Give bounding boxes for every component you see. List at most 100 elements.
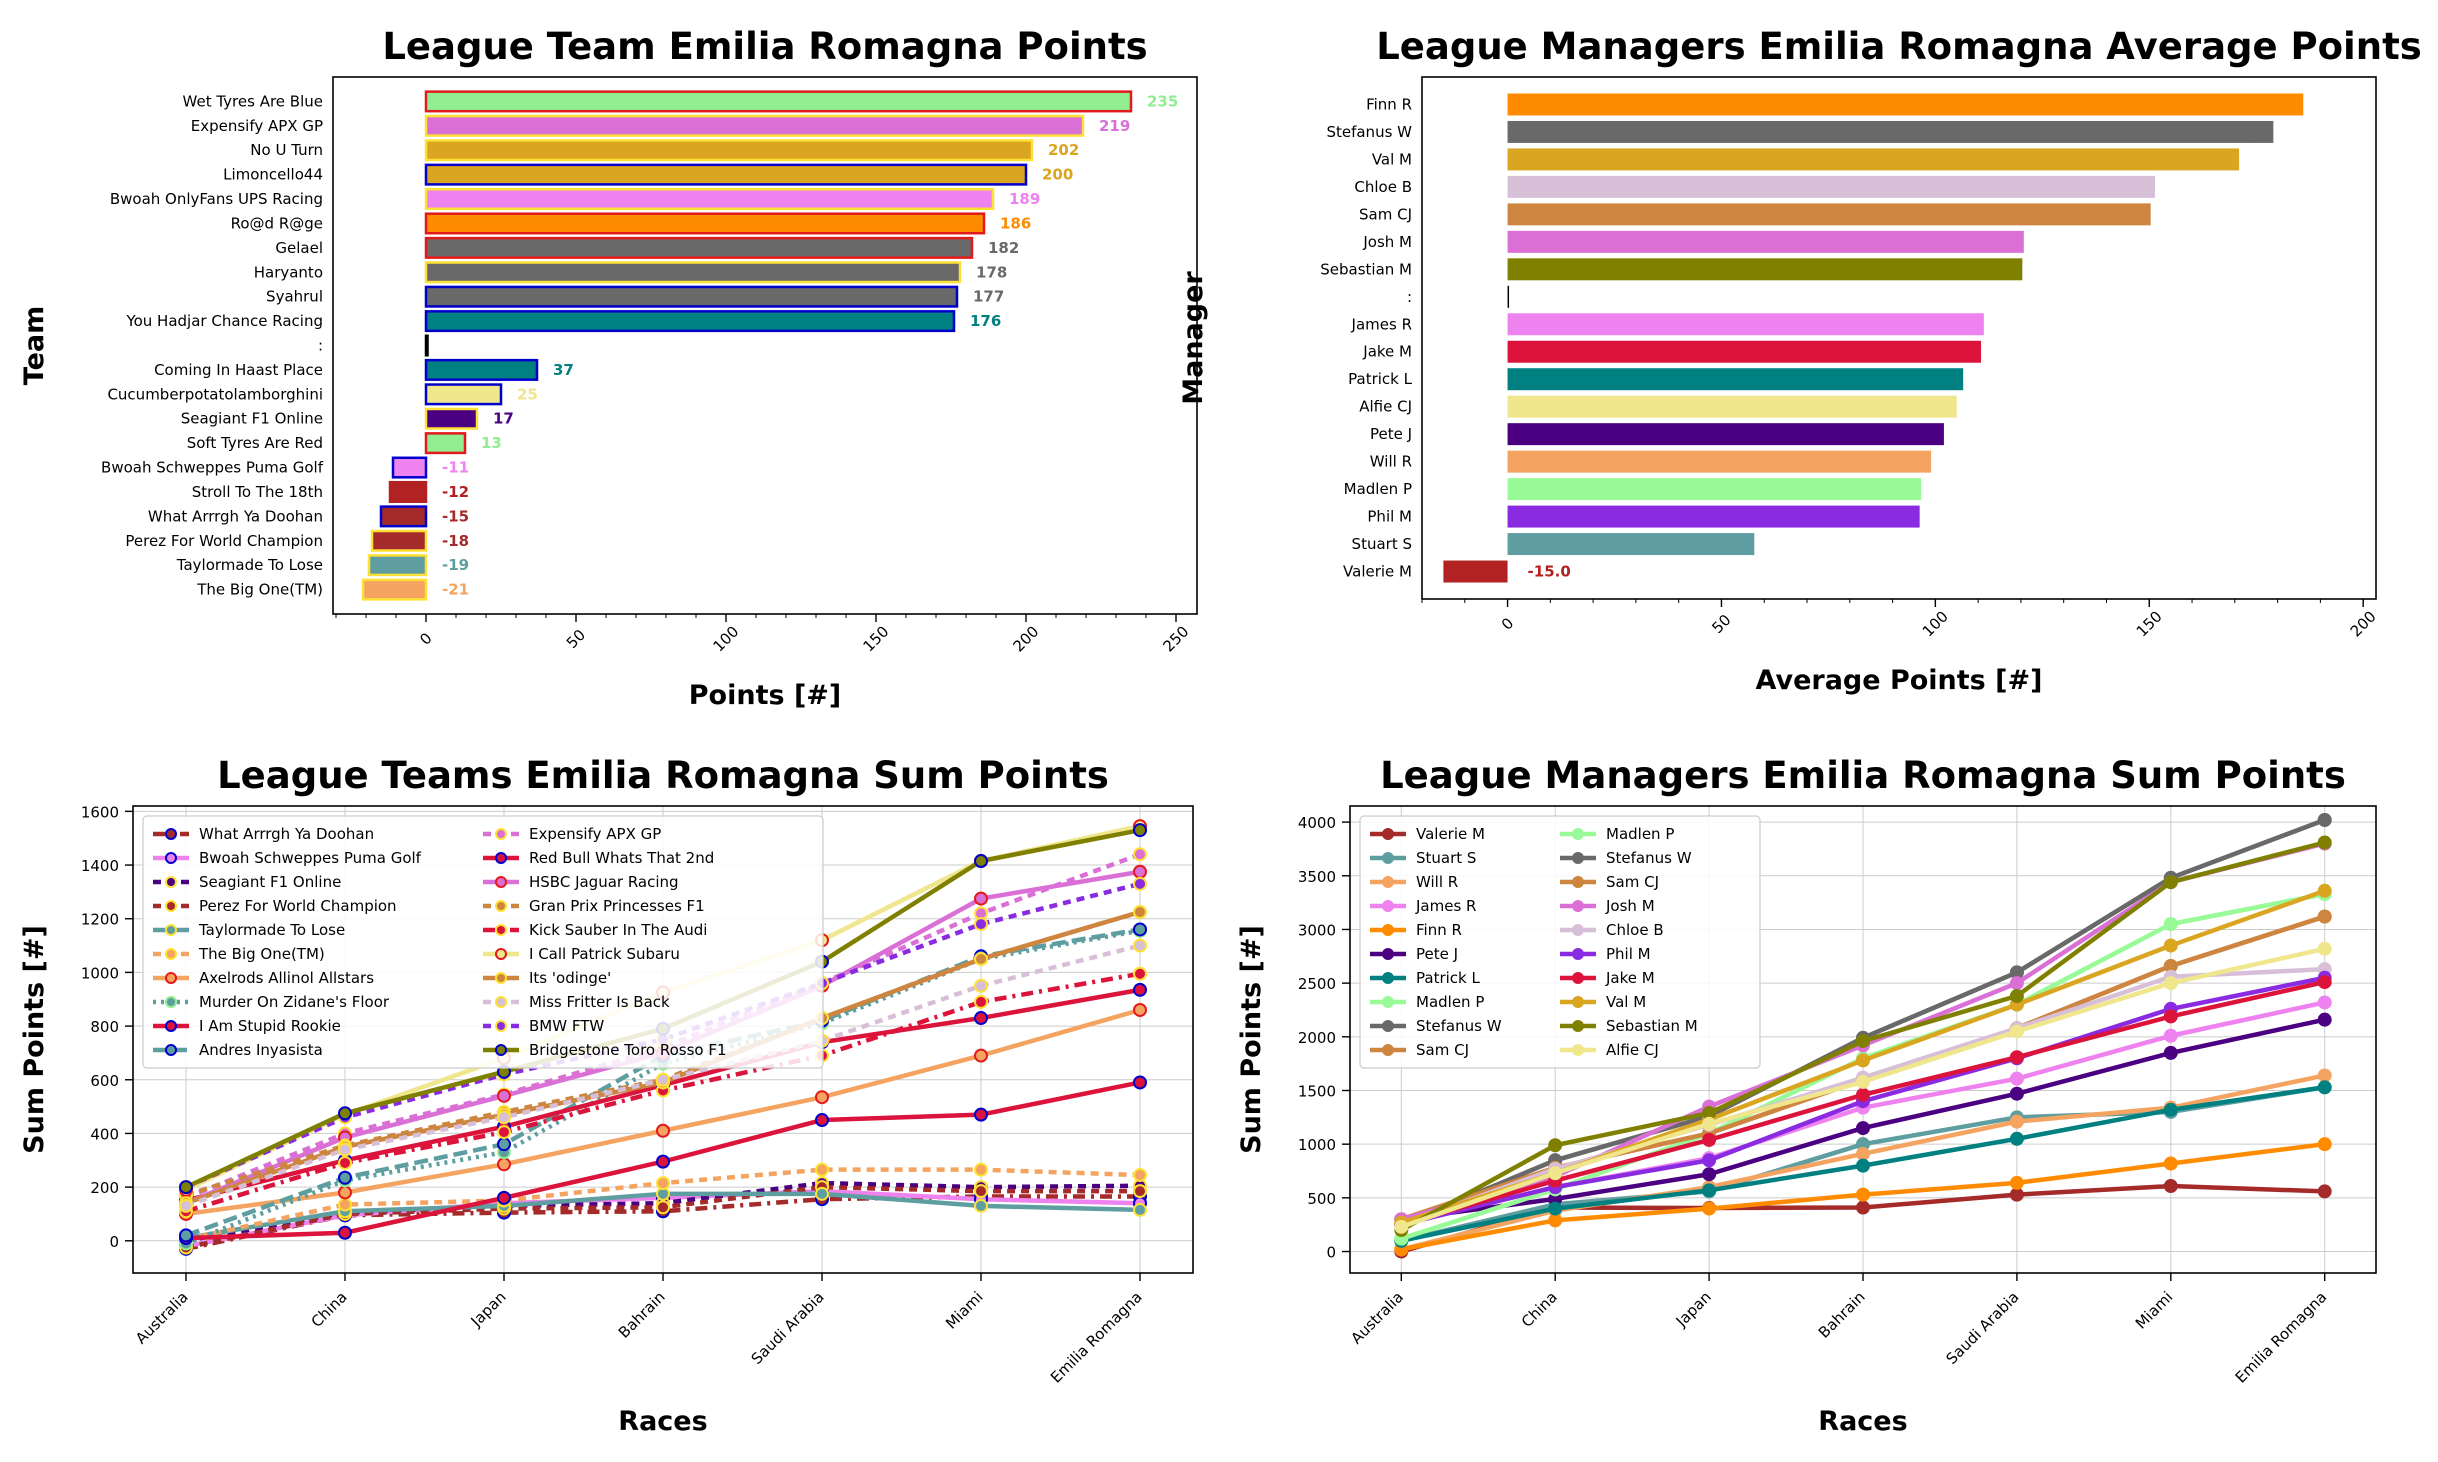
x-tick-label: Japan bbox=[467, 1288, 510, 1331]
category-label: No U Turn bbox=[250, 141, 323, 159]
x-tick-label: Bahrain bbox=[1815, 1288, 1869, 1342]
data-point bbox=[1133, 847, 1147, 862]
data-point bbox=[2317, 975, 2332, 990]
category-label: Seagiant F1 Online bbox=[181, 410, 323, 428]
bar bbox=[1507, 230, 2024, 253]
data-point bbox=[2163, 1156, 2178, 1171]
legend-marker bbox=[165, 828, 177, 840]
data-label: 111.33 bbox=[1918, 315, 1976, 333]
bar bbox=[1507, 533, 1755, 556]
data-point bbox=[974, 1198, 988, 1213]
data-point bbox=[338, 1185, 352, 1200]
x-tick-label: 200 bbox=[2347, 608, 2380, 641]
x-tick-label: 0 bbox=[1498, 614, 1517, 633]
plot-frame bbox=[1421, 76, 2377, 600]
data-point bbox=[2163, 1028, 2178, 1043]
data-point bbox=[1856, 1200, 1870, 1215]
data-point bbox=[656, 1123, 670, 1138]
data-point bbox=[497, 1137, 511, 1152]
x-tick-label: Saudi Arabia bbox=[748, 1288, 828, 1368]
data-point bbox=[2163, 976, 2178, 991]
category-label: Limoncello44 bbox=[223, 166, 323, 184]
category-label: Gelael bbox=[275, 239, 323, 257]
data-point bbox=[2009, 1187, 2024, 1202]
y-tick-label: 2000 bbox=[1298, 1029, 1336, 1047]
legend-entry: Its 'odinge' bbox=[529, 969, 611, 987]
legend-box bbox=[1359, 815, 1761, 1069]
data-point bbox=[2317, 1184, 2332, 1199]
category-label: Finn R bbox=[1366, 95, 1412, 113]
data-point bbox=[1133, 823, 1147, 838]
legend-marker bbox=[165, 852, 177, 864]
data-point bbox=[1856, 1187, 1870, 1202]
x-tick-label: 100 bbox=[1919, 608, 1952, 641]
legend-marker bbox=[165, 876, 177, 888]
data-point bbox=[2163, 1045, 2178, 1060]
category-label: Val M bbox=[1372, 150, 1412, 168]
legend-marker bbox=[165, 996, 177, 1008]
data-point bbox=[1702, 1167, 1717, 1182]
bar bbox=[424, 407, 479, 430]
legend-entry: Expensify APX GP bbox=[529, 825, 661, 843]
x-tick-label: Emilia Romagna bbox=[1047, 1288, 1146, 1387]
bar bbox=[424, 163, 1028, 186]
category-label: Madlen P bbox=[1344, 480, 1412, 498]
data-point bbox=[179, 1180, 193, 1195]
legend-entry: Patrick L bbox=[1416, 969, 1480, 987]
data-point bbox=[1702, 1116, 1717, 1131]
data-point bbox=[656, 1200, 670, 1215]
x-tick-label: Miami bbox=[2132, 1288, 2177, 1333]
data-point bbox=[974, 917, 988, 932]
legend-marker bbox=[495, 876, 507, 888]
data-point bbox=[497, 1125, 511, 1140]
chart-team-sum-points: League Teams Emilia Romagna Sum Points Ra… bbox=[19, 754, 1194, 1437]
legend-entry: Red Bull Whats That 2nd bbox=[529, 849, 714, 867]
data-point bbox=[1548, 1201, 1563, 1216]
legend-entry: Madlen P bbox=[1416, 993, 1484, 1011]
legend-entry: Jake M bbox=[1605, 969, 1655, 987]
x-tick-label: 100 bbox=[710, 623, 743, 656]
chart-title: League Managers Emilia Romagna Average P… bbox=[1376, 25, 2422, 68]
category-label: Bwoah OnlyFans UPS Racing bbox=[110, 190, 323, 208]
y-axis-label: Team bbox=[19, 306, 50, 386]
y-tick-label: 1500 bbox=[1298, 1082, 1336, 1100]
bar bbox=[388, 480, 428, 503]
data-label: 96.33 bbox=[1864, 508, 1911, 526]
bar bbox=[1507, 258, 2023, 281]
data-point bbox=[1133, 982, 1147, 997]
y-tick-label: 1200 bbox=[81, 911, 119, 929]
data-point bbox=[2317, 941, 2332, 956]
data-label: 186 bbox=[1000, 214, 1031, 232]
data-point bbox=[974, 1048, 988, 1063]
data-label: 219 bbox=[1099, 117, 1130, 135]
legend-marker bbox=[165, 1020, 177, 1032]
data-point bbox=[1394, 1219, 1409, 1234]
y-tick-label: 2500 bbox=[1298, 975, 1336, 993]
data-point bbox=[815, 1162, 829, 1177]
data-point bbox=[2009, 1071, 2024, 1086]
data-label: -15 bbox=[442, 507, 469, 525]
legend-entry: Stefanus W bbox=[1416, 1017, 1502, 1035]
category-label: Chloe B bbox=[1354, 178, 1412, 196]
data-point bbox=[1548, 1138, 1563, 1153]
category-label: Phil M bbox=[1367, 508, 1412, 526]
legend-marker bbox=[1572, 924, 1584, 936]
data-point bbox=[1702, 1153, 1717, 1168]
data-label: 150.33 bbox=[2085, 205, 2143, 223]
data-point bbox=[1133, 1075, 1147, 1090]
data-label: -19 bbox=[442, 556, 469, 574]
y-tick-label: 1000 bbox=[81, 964, 119, 982]
bar bbox=[1507, 368, 1964, 391]
y-tick-label: 0 bbox=[1326, 1244, 1336, 1262]
x-tick-label: 150 bbox=[2133, 608, 2166, 641]
bar bbox=[424, 188, 995, 211]
bar bbox=[424, 358, 539, 381]
data-point bbox=[2009, 1050, 2024, 1065]
bar bbox=[391, 456, 428, 479]
data-label: -18 bbox=[442, 532, 469, 550]
data-point bbox=[974, 1184, 988, 1199]
category-label: Soft Tyres Are Red bbox=[187, 434, 323, 452]
data-label: 171.0 bbox=[2184, 150, 2231, 168]
data-point bbox=[1702, 1201, 1717, 1216]
data-label: 151.33 bbox=[2089, 178, 2147, 196]
